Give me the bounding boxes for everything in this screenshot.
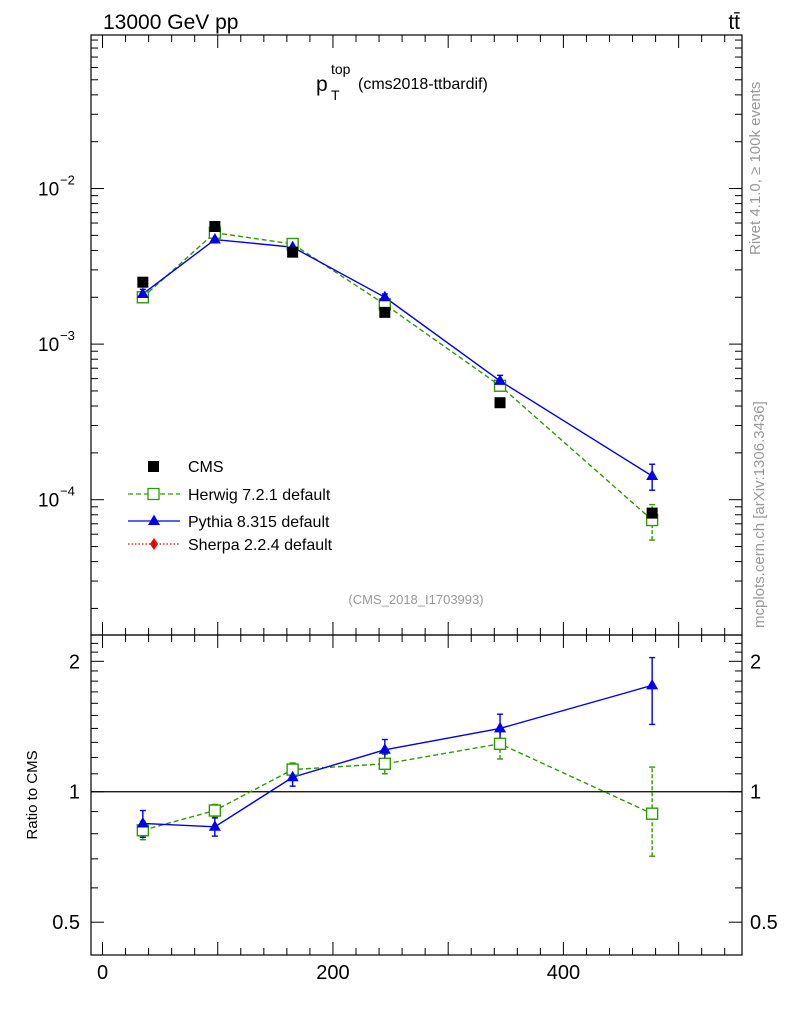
ratio-herwig-point bbox=[208, 804, 222, 817]
ratio-y-tick-label: 2 bbox=[69, 651, 80, 673]
pythia-line bbox=[142, 238, 653, 477]
ratio-y-tick-label-right: 2 bbox=[750, 651, 761, 673]
legend-label-cms: CMS bbox=[188, 459, 224, 476]
ratio-herwig-point bbox=[378, 757, 392, 771]
cms-point bbox=[646, 507, 658, 519]
legend-entry-herwig: Herwig 7.2.1 default bbox=[128, 487, 331, 504]
ratio-pythia-point bbox=[378, 743, 391, 754]
ratio-pythia-point bbox=[286, 770, 299, 782]
ratio-series-group bbox=[136, 656, 659, 857]
main-y-tick-exponent: −3 bbox=[60, 328, 75, 343]
ratio-plot-panel: 0.5 0.5 1 1 2 2 0 200 400 Ratio to CMS bbox=[24, 634, 778, 984]
legend-marker-sherpa bbox=[150, 538, 158, 550]
pythia-point bbox=[136, 287, 149, 298]
legend-marker-cms bbox=[148, 461, 159, 472]
title-superscript: top bbox=[331, 61, 351, 77]
ratio-axis-ticks bbox=[91, 635, 742, 955]
main-y-tick-label: 10 bbox=[38, 180, 59, 201]
cms-point bbox=[379, 306, 391, 318]
rivet-version-label: Rivet 4.1.0, ≥ 100k events bbox=[747, 82, 764, 255]
ratio-plot-frame bbox=[90, 634, 743, 956]
ratio-pythia-line bbox=[142, 684, 653, 828]
pythia-point bbox=[494, 374, 507, 385]
title-main: p bbox=[316, 73, 328, 96]
source-label: mcplots.cern.ch [arXiv:1306.3436] bbox=[751, 401, 768, 628]
ratio-pythia-point bbox=[494, 721, 507, 733]
pythia-point bbox=[208, 233, 221, 244]
plot-title: p bbox=[316, 73, 328, 96]
ratio-x-tick-labels: 0 200 400 bbox=[97, 962, 580, 984]
legend-label-pythia: Pythia 8.315 default bbox=[188, 514, 330, 531]
legend-entry-sherpa: Sherpa 2.2.4 default bbox=[128, 537, 333, 554]
cms-point bbox=[494, 397, 506, 409]
legend: CMS Herwig 7.2.1 default Pythia 8.315 de… bbox=[128, 459, 333, 554]
pythia-point bbox=[646, 469, 659, 481]
ratio-pythia-point bbox=[646, 678, 659, 690]
pythia-point bbox=[378, 290, 391, 302]
legend-marker-pythia bbox=[148, 514, 160, 525]
main-y-tick-label: 10 bbox=[38, 335, 59, 356]
ratio-x-tick-label: 400 bbox=[547, 962, 580, 984]
main-axis-ticks bbox=[91, 35, 742, 635]
legend-label-sherpa: Sherpa 2.2.4 default bbox=[188, 537, 333, 554]
title-suffix: (cms2018-ttbardif) bbox=[358, 76, 488, 93]
cms-point bbox=[287, 246, 299, 258]
ratio-x-tick-label: 0 bbox=[97, 962, 108, 984]
main-series-group bbox=[136, 221, 659, 541]
main-y-tick-label: 10 bbox=[38, 491, 59, 512]
ratio-y-tick-label-right: 0.5 bbox=[750, 912, 778, 934]
ratio-herwig-point bbox=[493, 737, 507, 751]
legend-entry-cms: CMS bbox=[148, 459, 224, 476]
legend-label-herwig: Herwig 7.2.1 default bbox=[188, 487, 331, 504]
energy-label: 13000 GeV pp bbox=[103, 11, 238, 34]
ratio-y-tick-label: 1 bbox=[69, 782, 80, 804]
main-plot-panel: 10−210−310−4 p top T (cms2018-ttbardif) … bbox=[38, 34, 743, 636]
herwig-line bbox=[142, 231, 653, 521]
ratio-pythia-point bbox=[208, 820, 221, 831]
ratio-y-tick-label: 0.5 bbox=[52, 912, 80, 934]
ratio-y-axis-label: Ratio to CMS bbox=[24, 750, 41, 839]
title-subscript: T bbox=[331, 87, 340, 103]
legend-marker-herwig bbox=[147, 487, 160, 501]
ratio-y-tick-label-right: 1 bbox=[750, 782, 761, 804]
analysis-watermark: (CMS_2018_I1703993) bbox=[348, 592, 483, 607]
ratio-herwig-line bbox=[142, 743, 653, 831]
ratio-y-tick-labels: 0.5 0.5 1 1 2 2 bbox=[52, 651, 778, 934]
cms-point bbox=[137, 276, 149, 288]
main-y-tick-labels: 10−210−310−4 bbox=[38, 173, 75, 512]
ratio-x-tick-label: 200 bbox=[316, 962, 349, 984]
legend-entry-pythia: Pythia 8.315 default bbox=[128, 514, 330, 531]
cms-point bbox=[209, 221, 221, 233]
main-y-tick-exponent: −4 bbox=[60, 484, 75, 499]
main-y-tick-exponent: −2 bbox=[60, 173, 75, 188]
process-label: tt̄ bbox=[728, 11, 740, 34]
ratio-pythia-point bbox=[136, 816, 149, 828]
ratio-herwig-point bbox=[645, 807, 659, 820]
